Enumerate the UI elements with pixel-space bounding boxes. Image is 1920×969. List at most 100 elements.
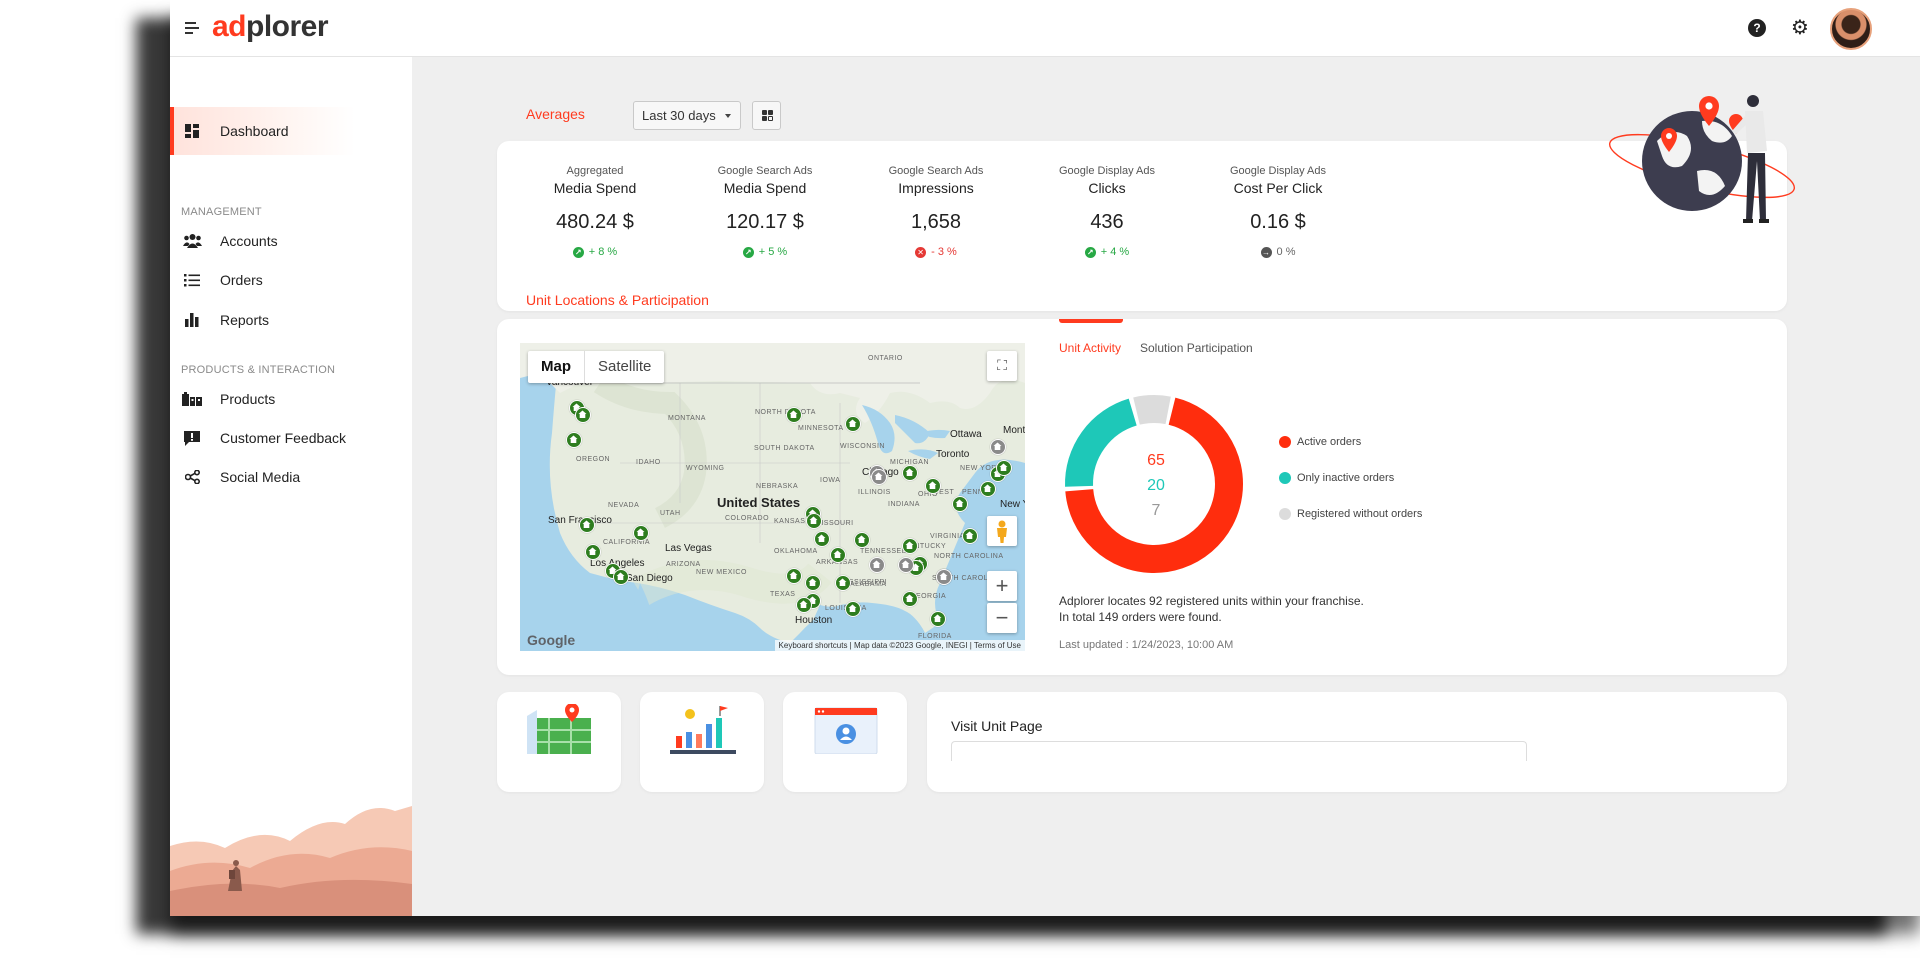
metric-change: ↗ + 8 % xyxy=(505,246,685,258)
unit-location-pin-icon[interactable] xyxy=(806,513,822,529)
metric-source: Aggregated xyxy=(566,165,624,177)
unit-location-pin-icon[interactable] xyxy=(902,591,918,607)
map-country-label: United States xyxy=(717,495,801,510)
help-icon[interactable]: ? xyxy=(1748,19,1766,37)
donut-active-count: 65 xyxy=(1147,452,1165,469)
menu-icon[interactable] xyxy=(185,22,199,34)
map-shortcut-card[interactable] xyxy=(497,692,621,792)
metric-card: Google Display Ads Cost Per Click 0.16 $ → 0… xyxy=(1188,165,1368,258)
unit-location-pin-icon[interactable] xyxy=(854,532,870,548)
map-place-label: OKLAHOMA xyxy=(774,548,818,555)
tab-solution-participation[interactable]: Solution Participation xyxy=(1140,341,1253,355)
trend-up-icon: ↗ xyxy=(742,246,754,258)
gear-icon[interactable]: ⚙ xyxy=(1791,17,1809,39)
sidebar-item-products[interactable]: Products xyxy=(182,387,275,411)
map-place-label: ONTARIO xyxy=(868,355,903,362)
map-place-label: PENN xyxy=(962,489,984,496)
map-place-label: OREGON xyxy=(576,456,611,463)
zoom-out-button[interactable]: − xyxy=(987,603,1017,633)
tab-unit-activity[interactable]: Unit Activity xyxy=(1059,341,1122,355)
unit-map[interactable]: MONTANA NORTH DAKOTA MINNESOTA SOUTH DAKOTA… xyxy=(520,343,1025,651)
unit-location-pin-icon[interactable] xyxy=(930,611,946,627)
unit-location-pin-icon[interactable] xyxy=(871,469,887,485)
unit-location-pin-icon[interactable] xyxy=(566,432,582,448)
sidebar-item-orders[interactable]: Orders xyxy=(182,268,263,292)
unit-location-pin-icon[interactable] xyxy=(952,496,968,512)
mountain-illustration xyxy=(170,806,412,916)
unit-location-pin-icon[interactable] xyxy=(925,478,941,494)
metric-change-value: 0 % xyxy=(1276,246,1296,258)
fullscreen-icon[interactable]: ⛶ xyxy=(987,351,1017,381)
unit-locations-title: Unit Locations & Participation xyxy=(526,292,709,308)
unit-location-pin-icon[interactable] xyxy=(898,557,914,573)
sidebar-item-accounts[interactable]: Accounts xyxy=(182,229,278,253)
avatar[interactable] xyxy=(1830,8,1872,50)
unit-location-pin-icon[interactable] xyxy=(575,407,591,423)
section-label-management: MANAGEMENT xyxy=(181,206,262,218)
sidebar-item-reports[interactable]: Reports xyxy=(182,308,269,332)
map-type-satellite-button[interactable]: Satellite xyxy=(598,358,652,375)
unit-location-pin-icon[interactable] xyxy=(996,460,1012,476)
street-view-pegman-icon[interactable] xyxy=(987,516,1017,546)
donut-segment-inactive-orders xyxy=(1065,398,1138,487)
unit-location-pin-icon[interactable] xyxy=(814,531,830,547)
metric-value: 1,658 xyxy=(910,211,962,233)
map-place-label: NORTH CAROLINA xyxy=(934,553,1004,560)
visit-unit-input[interactable] xyxy=(951,741,1527,761)
unit-location-pin-icon[interactable] xyxy=(908,560,924,576)
map-place-label: IDAHO xyxy=(636,459,661,466)
averages-title: Averages xyxy=(526,106,585,122)
bar-chart-icon xyxy=(182,312,202,328)
unit-location-pin-icon[interactable] xyxy=(786,407,802,423)
map-place-label: Mont xyxy=(1003,425,1025,436)
map-place-label: MISSISSIPPI xyxy=(840,579,888,586)
metric-source: Google Search Ads xyxy=(717,165,813,177)
date-range-select[interactable]: Last 30 days xyxy=(633,101,741,130)
unit-location-pin-icon[interactable] xyxy=(796,597,812,613)
unit-location-pin-icon[interactable] xyxy=(902,465,918,481)
metric-change: → 0 % xyxy=(1188,246,1368,258)
sidebar-item-social-media[interactable]: Social Media xyxy=(182,465,300,489)
map-place-label: MICHIGAN xyxy=(890,459,929,466)
map-attribution[interactable]: Keyboard shortcuts | Map data ©2023 Goog… xyxy=(774,640,1025,651)
unit-location-pin-icon[interactable] xyxy=(786,568,802,584)
donut-segment-without-orders xyxy=(1133,395,1171,425)
map-place-label: NEW MEXICO xyxy=(696,569,747,576)
reports-shortcut-card[interactable] xyxy=(640,692,764,792)
unit-location-pin-icon[interactable] xyxy=(579,517,595,533)
map-place-label: WEST xyxy=(932,489,955,496)
date-range-value: Last 30 days xyxy=(642,108,716,123)
map-type-toggle: Map Satellite xyxy=(528,351,665,383)
unit-location-pin-icon[interactable] xyxy=(805,575,821,591)
products-icon xyxy=(182,391,202,407)
unit-location-pin-icon[interactable] xyxy=(845,416,861,432)
unit-location-pin-icon[interactable] xyxy=(830,547,846,563)
unit-location-pin-icon[interactable] xyxy=(613,569,629,585)
unit-location-pin-icon[interactable] xyxy=(902,538,918,554)
brand-logo[interactable]: adplorer xyxy=(212,10,329,43)
unit-location-pin-icon[interactable] xyxy=(980,481,996,497)
metric-value: 120.17 $ xyxy=(726,211,804,233)
map-place-label: ALABAMA xyxy=(850,581,887,588)
map-place-label: FLORIDA xyxy=(918,633,952,640)
widget-grid-button[interactable] xyxy=(752,101,781,130)
unit-location-pin-icon[interactable] xyxy=(633,525,649,541)
map-place-label: SOUTH CAROLINA xyxy=(932,575,1002,582)
sidebar-item-dashboard[interactable]: Dashboard xyxy=(182,119,289,143)
map-place-label: KANSAS xyxy=(774,518,806,525)
metric-card: Google Display Ads Clicks 436 ↗ + 4 % xyxy=(1017,165,1197,258)
unit-location-pin-icon[interactable] xyxy=(585,544,601,560)
unit-location-pin-icon[interactable] xyxy=(845,601,861,617)
unit-location-pin-icon[interactable] xyxy=(835,575,851,591)
map-place-label: NEBRASKA xyxy=(756,483,799,490)
unit-location-pin-icon[interactable] xyxy=(990,439,1006,455)
map-type-map-button[interactable]: Map xyxy=(528,351,585,383)
profile-shortcut-card[interactable] xyxy=(783,692,907,792)
unit-location-pin-icon[interactable] xyxy=(936,569,952,585)
sidebar-item-customer-feedback[interactable]: Customer Feedback xyxy=(182,426,346,450)
zoom-in-button[interactable]: + xyxy=(987,571,1017,601)
unit-location-pin-icon[interactable] xyxy=(962,528,978,544)
unit-location-pin-icon[interactable] xyxy=(869,557,885,573)
map-place-label: NEW YORK xyxy=(960,465,1002,472)
metric-label: Cost Per Click xyxy=(1233,180,1323,196)
